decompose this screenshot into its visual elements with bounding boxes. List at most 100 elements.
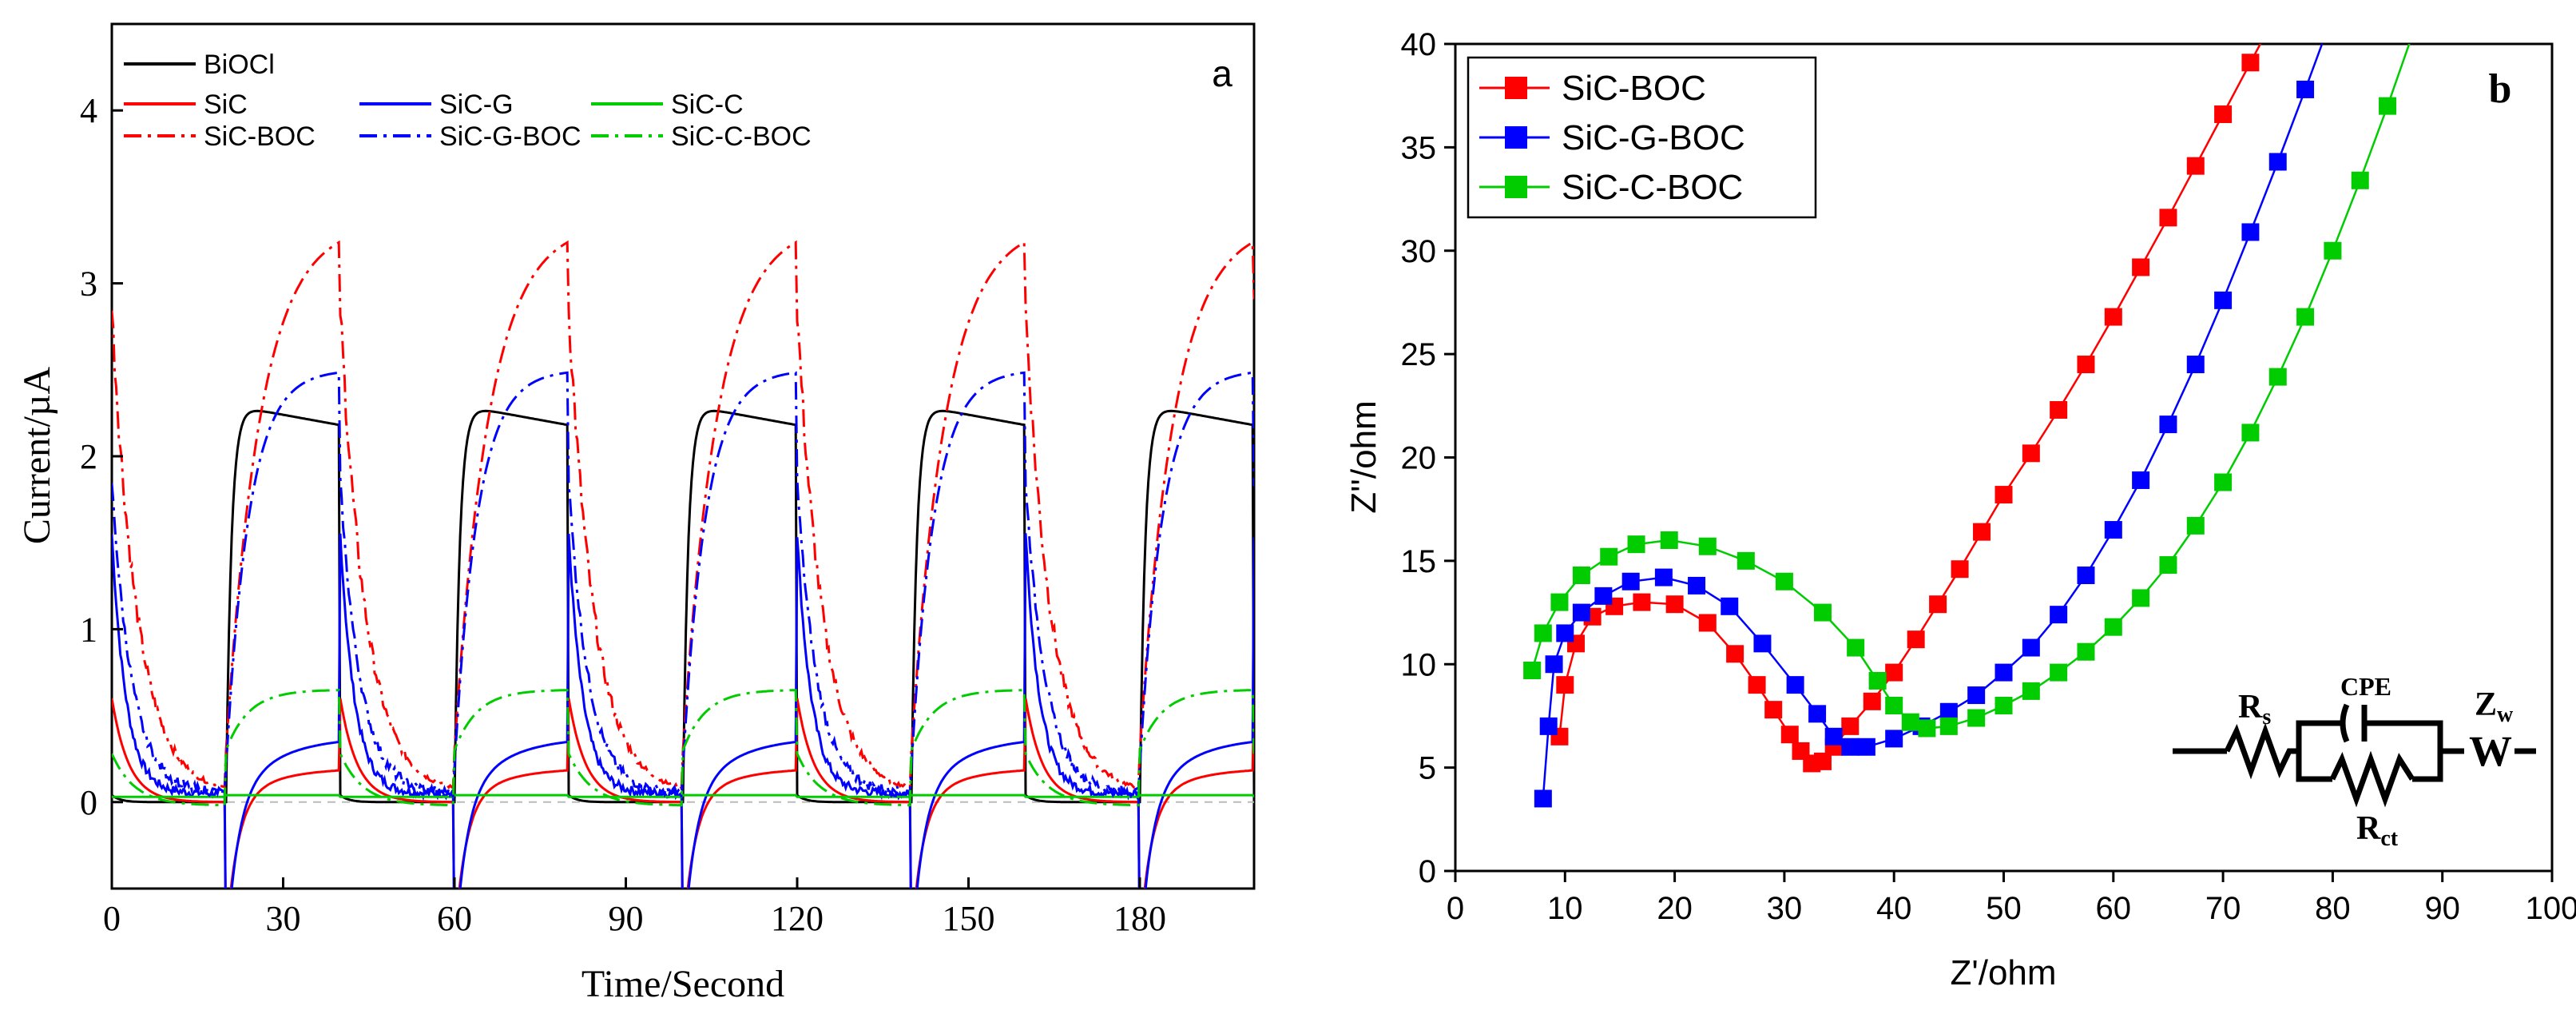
data-point xyxy=(2077,356,2095,374)
y-tick-label: 40 xyxy=(1401,27,1437,62)
data-point xyxy=(2050,663,2068,682)
rct-label-main: R xyxy=(2356,810,2381,847)
data-point xyxy=(1572,603,1590,622)
warburg-glyph: W xyxy=(2469,727,2512,775)
y-tick-label: 35 xyxy=(1401,130,1437,165)
data-point xyxy=(1841,738,1860,756)
panel-b-impedance-chart: 0 10 20 30 40 50 60 70 80 90 100 0 5 10 15 20 25 30 35 40 Z… xyxy=(1344,2,2576,992)
x-axis-label-b: Z'/ohm xyxy=(1950,953,2056,992)
rct-resistor-symbol xyxy=(2329,750,2415,808)
y-tick-label: 0 xyxy=(80,783,97,822)
data-point xyxy=(2077,566,2095,584)
zw-label-main: Z xyxy=(2475,686,2497,723)
data-point xyxy=(1688,576,1706,594)
panel-letter-b: b xyxy=(2489,66,2512,112)
x-tick-label: 100 xyxy=(2526,891,2576,926)
y-tick-label: 2 xyxy=(80,437,97,476)
data-point xyxy=(1780,726,1799,744)
data-point xyxy=(1698,537,1717,555)
data-point xyxy=(2159,416,2177,434)
data-point xyxy=(1918,719,1936,738)
data-point xyxy=(1967,686,1986,705)
data-point xyxy=(2022,682,2040,700)
legend-a: BiOCl SiC SiC-G SiC-C SiC-BOC SiC-G-BOC SiC-C-… xyxy=(124,50,812,152)
data-point xyxy=(1929,595,1947,614)
equivalent-circuit-inset xyxy=(2173,703,2536,808)
data-point xyxy=(2379,97,2397,115)
legend-swatch-marker xyxy=(1505,77,1527,99)
data-point xyxy=(2132,471,2150,489)
x-tick-label: 0 xyxy=(103,899,121,938)
data-point xyxy=(1633,593,1651,611)
legend-label: BiOCl xyxy=(204,50,275,80)
data-point xyxy=(2241,54,2260,72)
cpe-symbol xyxy=(2323,703,2416,743)
data-point xyxy=(1753,634,1772,653)
rs-resistor-symbol xyxy=(2224,722,2299,780)
panel-a-current-chart: 0 30 60 90 120 150 180 0 1 2 3 4 Time/Second Curren… xyxy=(16,22,1256,1005)
data-point xyxy=(2269,2,2287,20)
series-group-a xyxy=(112,240,1254,889)
y-tick-label: 15 xyxy=(1401,544,1437,579)
data-point xyxy=(2104,618,2122,636)
data-point xyxy=(1627,535,1645,554)
data-point xyxy=(1534,624,1552,642)
data-point xyxy=(2050,606,2068,624)
data-point xyxy=(1885,730,1903,748)
data-point xyxy=(1786,676,1804,694)
data-point xyxy=(2077,642,2095,661)
circuit-parallel-frame xyxy=(2296,720,2464,782)
x-tick-label: 40 xyxy=(1876,891,1912,926)
data-point xyxy=(1721,597,1739,615)
x-tick-label: 30 xyxy=(1767,891,1803,926)
data-point xyxy=(2268,153,2287,171)
data-point xyxy=(2104,521,2122,539)
data-point xyxy=(1967,709,1986,727)
y-tick-label: 4 xyxy=(80,91,97,130)
data-point xyxy=(1572,566,1590,584)
data-point xyxy=(1665,595,1684,614)
data-point xyxy=(2324,6,2341,24)
data-point xyxy=(2351,171,2369,189)
y-axis-label-b: Z''/ohm xyxy=(1344,400,1383,514)
data-point xyxy=(1748,676,1766,694)
data-point xyxy=(1847,638,1865,657)
x-tick-label: 60 xyxy=(437,899,472,938)
y-tick-label: 3 xyxy=(80,264,97,304)
zw-label-sub: w xyxy=(2497,702,2514,727)
data-point xyxy=(1545,655,1563,674)
data-point xyxy=(2132,258,2150,276)
x-tick-label: 90 xyxy=(609,899,644,938)
rs-label-main: R xyxy=(2238,689,2263,726)
series-line-sic-g-boc xyxy=(112,371,1254,801)
data-point xyxy=(1995,486,2013,504)
y-tick-label: 20 xyxy=(1401,441,1437,476)
data-point xyxy=(2159,209,2177,227)
data-point xyxy=(2296,308,2315,326)
legend-label: SiC-C-BOC xyxy=(671,121,812,152)
x-tick-label: 180 xyxy=(1113,899,1166,938)
data-point xyxy=(1824,727,1843,746)
legend-label: SiC-C xyxy=(671,89,744,120)
x-tick-label: 90 xyxy=(2424,891,2460,926)
data-point xyxy=(1523,662,1542,680)
data-point xyxy=(2268,368,2287,386)
data-point xyxy=(2186,157,2205,175)
series-line-biocl xyxy=(112,409,1254,804)
data-point xyxy=(2241,424,2260,442)
data-point xyxy=(1813,752,1832,770)
data-point xyxy=(2214,105,2233,123)
zw-label: Zw xyxy=(2475,686,2514,727)
x-tick-label: 50 xyxy=(1986,891,2022,926)
series-line-sic-boc xyxy=(1558,44,2262,765)
data-point xyxy=(1660,531,1678,549)
data-point xyxy=(1868,671,1887,690)
data-point xyxy=(1857,738,1875,756)
y-tick-label: 0 xyxy=(1419,854,1436,889)
legend-label: SiC-BOC xyxy=(204,121,316,152)
data-point xyxy=(1539,717,1558,735)
data-point xyxy=(1556,624,1574,642)
x-tick-label: 60 xyxy=(2096,891,2132,926)
data-point xyxy=(1863,692,1881,710)
